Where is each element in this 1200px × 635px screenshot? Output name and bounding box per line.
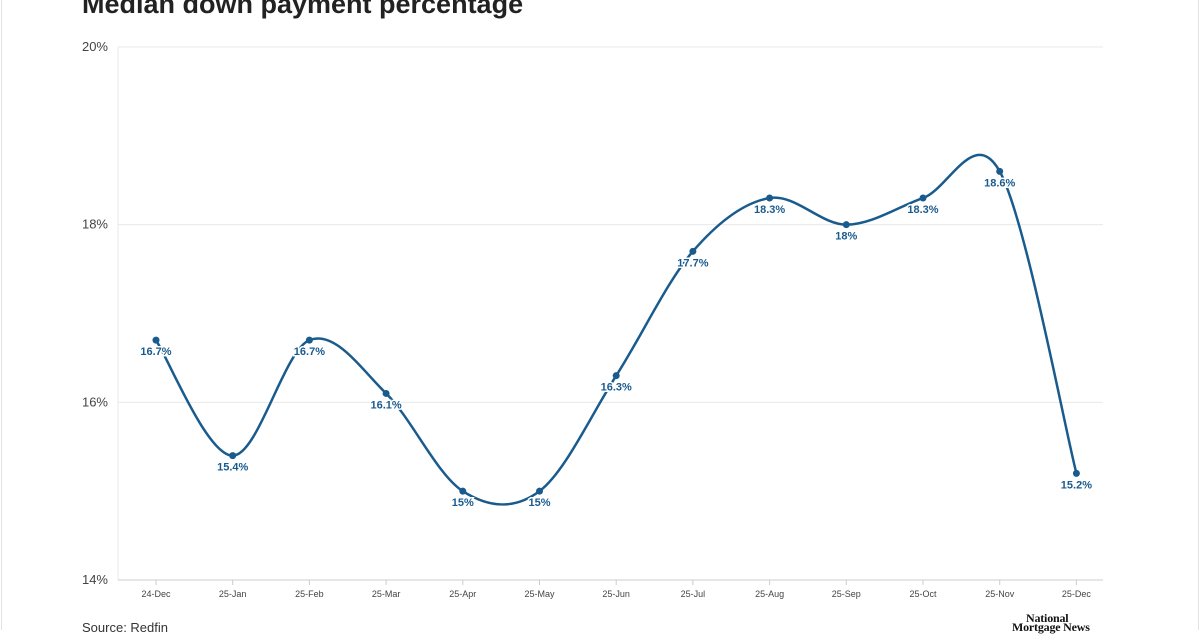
- x-tick-label: 25-May: [524, 589, 555, 599]
- y-tick-label: 16%: [82, 394, 108, 409]
- data-point: [996, 167, 1004, 175]
- x-tick-label: 24-Dec: [141, 589, 171, 599]
- data-point: [382, 389, 390, 397]
- x-tick-label: 25-Jan: [219, 589, 247, 599]
- x-tick-label: 25-Oct: [909, 589, 937, 599]
- data-label: 15.4%: [217, 462, 248, 474]
- data-label: 15.2%: [1061, 479, 1092, 491]
- line-layer: [154, 153, 1078, 506]
- source-note: Source: Redfin: [82, 620, 168, 635]
- x-tick-label: 25-Aug: [755, 589, 784, 599]
- x-tick-label: 25-Sep: [832, 589, 861, 599]
- data-point: [459, 487, 467, 495]
- data-point: [689, 247, 697, 255]
- x-tick-label: 25-Jul: [681, 589, 706, 599]
- data-point: [842, 221, 850, 229]
- frame-right-border: [1198, 0, 1199, 630]
- label-layer: 16.7% 15.4% 16.7% 16.1% 15% 15% 16.3% 17.7% 18.3…: [139, 176, 1094, 511]
- data-label: 18.3%: [907, 204, 938, 216]
- series-line: [154, 153, 1078, 506]
- data-label: 16.7%: [294, 346, 325, 358]
- y-tick-label: 18%: [82, 217, 108, 232]
- x-tick-label: 25-Mar: [372, 589, 401, 599]
- data-label: 16.7%: [140, 346, 171, 358]
- logo-line-2: Mortgage News: [1012, 620, 1090, 634]
- logo-line-1: National: [1026, 611, 1069, 625]
- data-label: 15%: [528, 497, 550, 509]
- data-label: 15%: [452, 497, 474, 509]
- data-point: [536, 487, 543, 495]
- point-layer: [152, 167, 1080, 495]
- x-tick-label: 25-Apr: [449, 589, 476, 599]
- y-tick-label: 14%: [82, 572, 108, 587]
- y-tick-label: 20%: [82, 39, 108, 54]
- x-tick-label: 25-Nov: [985, 589, 1015, 599]
- data-label: 18.6%: [984, 177, 1015, 189]
- axis-layer: 14% 16% 18% 20% 24-Dec 25-Jan 25-Feb 25-Mar 25-A…: [82, 39, 1103, 599]
- x-tick-label: 25-Feb: [295, 589, 324, 599]
- data-label: 17.7%: [677, 257, 708, 269]
- data-label: 18.3%: [754, 204, 785, 216]
- chart-title: Median down payment percentage: [82, 0, 524, 19]
- data-point: [1072, 469, 1080, 477]
- x-tick-label: 25-Jun: [602, 589, 630, 599]
- data-point: [766, 194, 774, 202]
- frame-left-border: [1, 0, 2, 630]
- data-point: [919, 194, 927, 202]
- x-tick-label: 25-Dec: [1062, 589, 1092, 599]
- data-point: [152, 336, 160, 344]
- data-label: 16.1%: [370, 399, 401, 411]
- grid-layer: [118, 46, 1103, 403]
- data-label: 18%: [835, 231, 857, 243]
- data-point: [229, 452, 237, 460]
- data-point: [612, 372, 620, 380]
- data-point: [305, 336, 313, 344]
- national-mortgage-news-logo: National Mortgage News: [1012, 611, 1090, 634]
- data-label: 16.3%: [601, 382, 632, 394]
